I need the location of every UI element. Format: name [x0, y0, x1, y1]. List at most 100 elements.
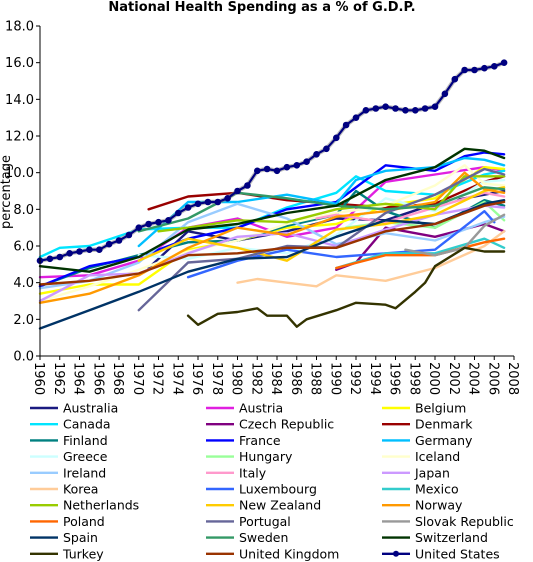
legend-label: France — [239, 433, 281, 448]
data-point-united-states — [293, 162, 301, 169]
legend-label: Portugal — [239, 514, 291, 529]
data-point-united-states — [431, 103, 439, 110]
legend-label: Greece — [63, 449, 108, 464]
x-tick-label: 2004 — [466, 362, 481, 395]
legend-item-germany: Germany — [382, 433, 473, 448]
data-point-united-states — [500, 59, 508, 67]
data-point-united-states — [461, 66, 468, 74]
series-line-ireland — [38, 202, 506, 290]
series-line-united-kingdom — [38, 200, 506, 286]
legend-label: Slovak Republic — [415, 514, 514, 529]
legend-label: Japan — [414, 465, 450, 480]
x-tick-label: 2008 — [505, 362, 520, 395]
x-tick-label: 1988 — [308, 362, 323, 395]
data-point-united-states — [402, 107, 409, 114]
legend-item-poland: Poland — [30, 514, 105, 529]
data-point-united-states — [244, 182, 251, 189]
y-tick-label: 2.0 — [13, 313, 34, 328]
legend-item-united-states: United States — [382, 546, 500, 561]
data-point-united-states — [234, 187, 241, 195]
legend-item-canada: Canada — [30, 417, 111, 432]
series-line-austria — [38, 166, 506, 279]
legend-label: Sweden — [239, 530, 288, 545]
legend-label: Mexico — [415, 482, 459, 497]
data-point-united-states — [392, 105, 399, 112]
x-tick-label: 2002 — [446, 362, 461, 395]
legend-label: Spain — [63, 530, 98, 545]
y-tick-label: 4.0 — [13, 276, 34, 291]
legend-marker — [393, 550, 399, 557]
data-point-united-states — [66, 250, 73, 257]
data-point-united-states — [471, 66, 478, 74]
legend-item-czech-republic: Czech Republic — [206, 417, 334, 432]
data-point-united-states — [481, 64, 488, 72]
legend-item-spain: Spain — [30, 530, 98, 545]
series-line-iceland — [38, 164, 506, 303]
data-point-united-states — [303, 158, 310, 165]
legend-item-sweden: Sweden — [206, 530, 288, 545]
data-point-united-states — [214, 198, 222, 206]
legend: Australia Austria Belgium Canada Czech Repub… — [30, 401, 514, 561]
x-tick-label: 1992 — [347, 362, 362, 395]
data-point-united-states — [135, 224, 143, 231]
legend-item-iceland: Iceland — [382, 449, 460, 464]
legend-label: Czech Republic — [239, 417, 334, 432]
legend-item-belgium: Belgium — [382, 401, 466, 416]
y-tick-label: 14.0 — [5, 93, 34, 108]
legend-item-slovak-republic: Slovak Republic — [382, 514, 514, 529]
legend-item-korea: Korea — [30, 482, 98, 497]
data-point-united-states — [283, 163, 291, 171]
legend-item-switzerland: Switzerland — [382, 530, 488, 545]
legend-label: New Zealand — [239, 498, 321, 513]
y-tick-label: 0.0 — [13, 350, 34, 365]
legend-label: Hungary — [239, 449, 293, 464]
y-tick-label: 10.0 — [5, 166, 34, 181]
x-tick-label: 1970 — [130, 362, 145, 395]
series-line-turkey — [186, 246, 506, 328]
legend-label: Turkey — [62, 546, 104, 561]
legend-item-new-zealand: New Zealand — [206, 498, 321, 513]
data-point-united-states — [46, 255, 54, 263]
data-point-united-states — [451, 75, 459, 83]
y-tick-label: 12.0 — [5, 130, 34, 145]
legend-item-hungary: Hungary — [206, 449, 293, 464]
x-tick-label: 1990 — [327, 362, 342, 395]
x-tick-label: 1994 — [367, 362, 382, 395]
series-line-italy — [315, 191, 506, 224]
x-tick-label: 1968 — [110, 362, 125, 395]
series-line-switzerland — [38, 147, 506, 273]
legend-item-finland: Finland — [30, 433, 108, 448]
x-tick-label: 1962 — [51, 362, 66, 395]
data-point-united-states — [96, 246, 103, 253]
data-point-united-states — [362, 107, 370, 114]
x-tick-label: 1960 — [31, 362, 46, 395]
series-line-japan — [38, 204, 506, 303]
chart-title: National Health Spending as a % of G.D.P… — [108, 0, 415, 15]
data-point-united-states — [421, 105, 429, 112]
x-tick-label: 1996 — [387, 362, 402, 395]
x-tick-label: 1986 — [288, 362, 303, 395]
data-point-united-states — [352, 114, 360, 121]
legend-item-australia: Australia — [30, 401, 118, 416]
data-point-united-states — [342, 121, 350, 129]
data-point-united-states — [412, 107, 419, 114]
data-point-united-states — [194, 200, 202, 208]
legend-item-greece: Greece — [30, 449, 108, 464]
series-line-norway — [38, 171, 506, 304]
data-point-united-states — [323, 145, 330, 153]
series-line-korea — [236, 230, 506, 288]
legend-item-turkey: Turkey — [30, 546, 104, 561]
data-point-united-states — [441, 90, 449, 98]
legend-label: Denmark — [415, 417, 473, 432]
legend-label: Finland — [63, 433, 108, 448]
data-point-united-states — [155, 218, 162, 226]
data-point-united-states — [165, 217, 172, 224]
legend-label: Germany — [415, 433, 473, 448]
x-tick-label: 1976 — [189, 362, 204, 395]
legend-label: Switzerland — [415, 530, 488, 545]
data-point-united-states — [86, 246, 93, 253]
x-tick-label: 1980 — [229, 362, 244, 395]
x-tick-label: 1978 — [209, 362, 224, 395]
legend-item-japan: Japan — [382, 465, 450, 480]
series-lines — [36, 59, 508, 330]
